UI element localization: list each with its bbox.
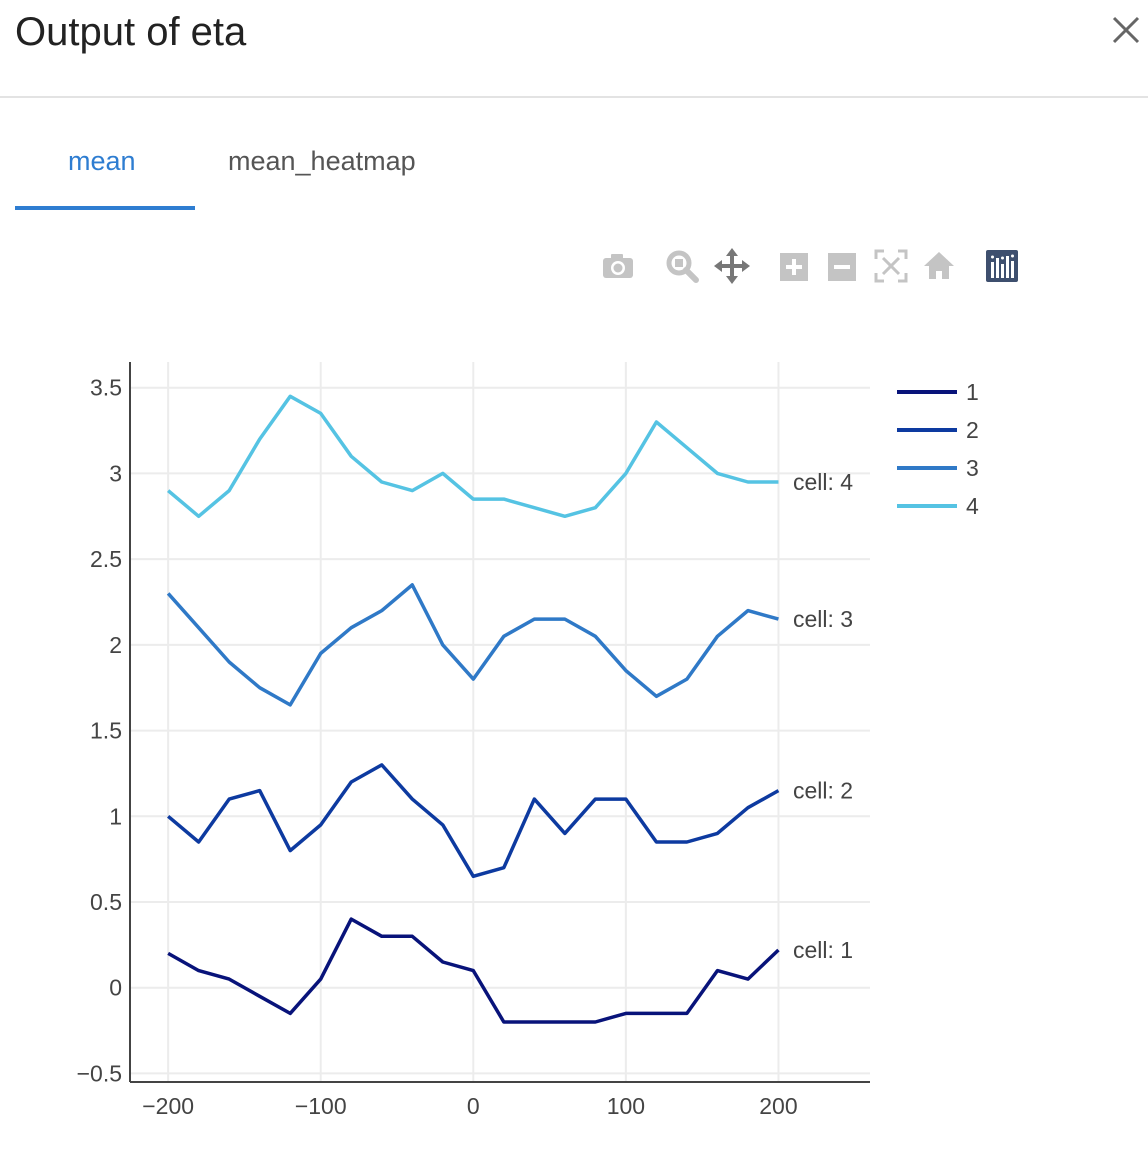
y-tick-label: 3 <box>109 460 122 486</box>
legend-label: 4 <box>966 493 979 519</box>
series-line-1 <box>167 917 780 1024</box>
autoscale-icon[interactable] <box>873 248 909 284</box>
legend: 1 2 3 4 <box>897 379 979 519</box>
x-tick-label: 100 <box>607 1093 645 1119</box>
y-tick-label: 0.5 <box>90 889 122 915</box>
series-line-2 <box>167 763 780 879</box>
x-tick-label: 200 <box>759 1093 797 1119</box>
dialog-title: Output of eta <box>15 10 247 54</box>
series-annotation: cell: 1 <box>793 937 853 963</box>
series-line-4 <box>167 394 779 519</box>
tick-labels: −200 −100 0 100 200 −0.5 0 0.5 1 1.5 2 2.5 3 3.5 <box>77 375 798 1119</box>
zoom-out-icon[interactable] <box>825 248 861 284</box>
legend-label: 2 <box>966 417 979 443</box>
y-tick-label: 2 <box>109 632 122 658</box>
series-annotation: cell: 3 <box>793 606 853 632</box>
active-tab-indicator <box>15 206 195 210</box>
pan-icon[interactable] <box>714 248 750 284</box>
series-line-3 <box>166 583 779 707</box>
y-tick-label: 2.5 <box>90 546 122 572</box>
series-annotations: cell: 1 cell: 2 cell: 3 cell: 4 <box>793 469 853 963</box>
zoom-icon[interactable] <box>664 248 700 284</box>
reset-axes-icon[interactable] <box>921 248 957 284</box>
y-tick-label: 3.5 <box>90 375 122 401</box>
y-tick-label: −0.5 <box>77 1060 122 1086</box>
x-tick-label: −200 <box>142 1093 194 1119</box>
y-tick-label: 1 <box>109 803 122 829</box>
tab-mean-heatmap[interactable]: mean_heatmap <box>228 146 416 176</box>
tab-mean[interactable]: mean <box>68 146 136 176</box>
camera-icon[interactable] <box>600 248 636 284</box>
legend-label: 3 <box>966 455 979 481</box>
series-lines <box>166 394 780 1024</box>
dialog-header: Output of eta <box>0 0 1148 98</box>
zoom-in-icon[interactable] <box>777 248 813 284</box>
plot-modebar <box>600 248 1030 286</box>
tab-bar: mean mean_heatmap <box>0 130 1148 212</box>
x-tick-label: −100 <box>295 1093 347 1119</box>
series-annotation: cell: 4 <box>793 469 853 495</box>
series-annotation: cell: 2 <box>793 778 853 804</box>
legend-label: 1 <box>966 379 979 405</box>
plotly-logo-icon[interactable] <box>984 248 1020 284</box>
grid-lines <box>130 362 870 1082</box>
close-icon[interactable] <box>1106 10 1146 50</box>
x-tick-label: 0 <box>467 1093 480 1119</box>
y-tick-label: 1.5 <box>90 718 122 744</box>
y-tick-label: 0 <box>109 975 122 1001</box>
